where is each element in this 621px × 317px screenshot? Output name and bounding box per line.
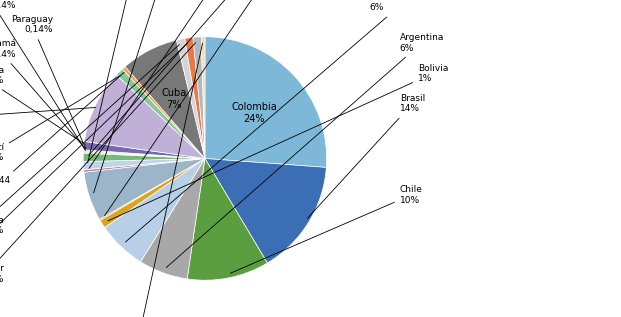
- Text: Uruguay
0,29%: Uruguay 0,29%: [89, 0, 242, 168]
- Text: Guatemala
1%: Guatemala 1%: [0, 45, 179, 235]
- Wedge shape: [83, 158, 205, 170]
- Wedge shape: [83, 151, 205, 158]
- Text: Venezuela
0,99%: Venezuela 0,99%: [89, 0, 274, 155]
- Text: .44: .44: [0, 72, 124, 185]
- Wedge shape: [205, 37, 327, 167]
- Wedge shape: [83, 150, 205, 158]
- Wedge shape: [83, 141, 205, 158]
- Text: Panamá
0,14%: Panamá 0,14%: [0, 39, 85, 148]
- Text: Ecuador
1%: Ecuador 1%: [0, 43, 196, 284]
- Wedge shape: [100, 158, 205, 228]
- Text: Sudamérica
1%: Sudamérica 1%: [88, 0, 159, 163]
- Text: Brasil
14%: Brasil 14%: [307, 94, 425, 218]
- Wedge shape: [205, 158, 326, 263]
- Text: Colombia
24%: Colombia 24%: [231, 102, 277, 124]
- Text: El Salvador
1%: El Salvador 1%: [0, 43, 188, 260]
- Wedge shape: [184, 37, 205, 158]
- Wedge shape: [193, 37, 205, 158]
- Text: Costa Rica
0,44%: Costa Rica 0,44%: [114, 43, 202, 317]
- Wedge shape: [187, 158, 268, 280]
- Text: Haití
1%: Haití 1%: [0, 76, 120, 162]
- Text: Perú
6%: Perú 6%: [94, 0, 173, 193]
- Wedge shape: [99, 158, 205, 220]
- Wedge shape: [125, 40, 205, 158]
- Wedge shape: [84, 75, 205, 158]
- Text: Cuba
7%: Cuba 7%: [161, 88, 187, 110]
- Text: México
9%: México 9%: [0, 106, 96, 126]
- Wedge shape: [176, 38, 205, 158]
- Text: Puerto Rico
0,14%: Puerto Rico 0,14%: [0, 0, 86, 151]
- Wedge shape: [84, 158, 205, 172]
- Text: América Latina
6%: América Latina 6%: [125, 0, 438, 242]
- Wedge shape: [117, 69, 205, 158]
- Wedge shape: [140, 158, 205, 279]
- Text: Nicaragua
1%: Nicaragua 1%: [0, 66, 85, 145]
- Wedge shape: [104, 158, 205, 262]
- Text: Bolivia
1%: Bolivia 1%: [108, 64, 448, 221]
- Text: América Central
0,14%: América Central 0,14%: [104, 0, 309, 216]
- Text: Argentina
6%: Argentina 6%: [166, 33, 444, 268]
- Text: Chile
10%: Chile 10%: [230, 185, 422, 273]
- Wedge shape: [201, 37, 205, 158]
- Wedge shape: [83, 153, 205, 161]
- Wedge shape: [83, 152, 205, 158]
- Wedge shape: [122, 67, 205, 158]
- Text: Paraguay
0,14%: Paraguay 0,14%: [11, 15, 86, 149]
- Wedge shape: [84, 158, 205, 219]
